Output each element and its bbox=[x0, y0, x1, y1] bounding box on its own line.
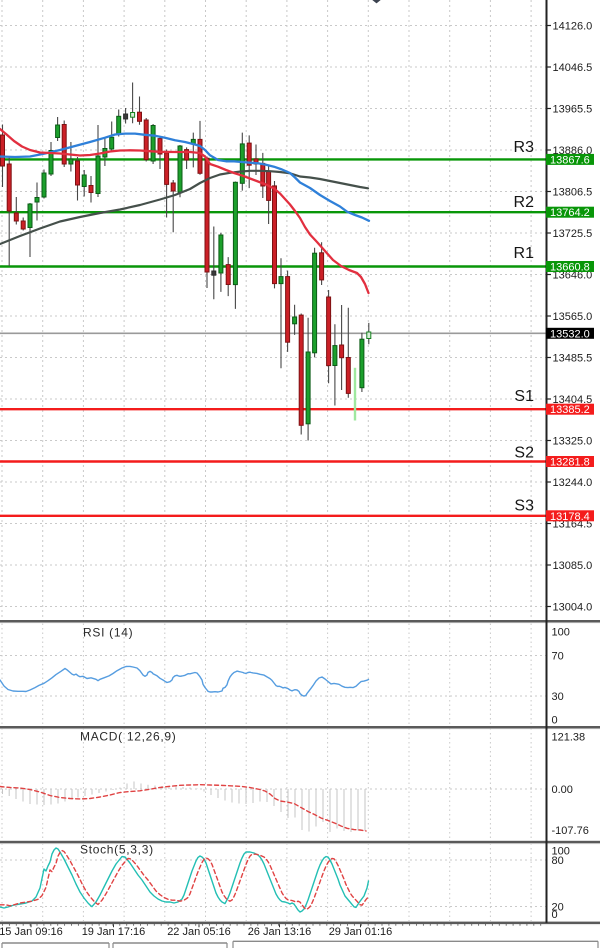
svg-text:RSI (14): RSI (14) bbox=[83, 626, 133, 640]
svg-text:20: 20 bbox=[552, 902, 564, 914]
svg-text:R3: R3 bbox=[514, 139, 535, 156]
svg-text:13965.5: 13965.5 bbox=[553, 104, 593, 116]
svg-text:0: 0 bbox=[552, 715, 558, 727]
svg-text:13178.4: 13178.4 bbox=[550, 511, 590, 523]
svg-text:13532.0: 13532.0 bbox=[550, 328, 590, 340]
svg-text:S3: S3 bbox=[514, 498, 534, 515]
svg-text:19 Jan 17:16: 19 Jan 17:16 bbox=[82, 926, 146, 938]
svg-text:13281.8: 13281.8 bbox=[550, 457, 590, 469]
svg-text:100: 100 bbox=[552, 846, 570, 858]
svg-text:13646.0: 13646.0 bbox=[553, 270, 593, 282]
svg-text:13565.0: 13565.0 bbox=[553, 311, 593, 323]
svg-text:13404.5: 13404.5 bbox=[553, 394, 593, 406]
svg-text:0.00: 0.00 bbox=[552, 784, 573, 796]
svg-text:22 Jan 05:16: 22 Jan 05:16 bbox=[167, 926, 231, 938]
svg-text:13385.2: 13385.2 bbox=[550, 404, 590, 416]
svg-text:13806.5: 13806.5 bbox=[553, 187, 593, 199]
svg-text:13867.6: 13867.6 bbox=[550, 154, 590, 166]
svg-text:100: 100 bbox=[552, 627, 570, 639]
svg-text:MACD( 12,26,9): MACD( 12,26,9) bbox=[80, 730, 177, 744]
svg-text:13244.0: 13244.0 bbox=[553, 477, 593, 489]
svg-text:80: 80 bbox=[552, 855, 564, 867]
svg-text:-107.76: -107.76 bbox=[552, 825, 589, 837]
svg-text:13085.0: 13085.0 bbox=[553, 560, 593, 572]
svg-text:13660.8: 13660.8 bbox=[550, 262, 590, 274]
svg-text:R2: R2 bbox=[514, 194, 535, 211]
svg-text:15 Jan 09:16: 15 Jan 09:16 bbox=[0, 926, 63, 938]
svg-text:70: 70 bbox=[552, 651, 564, 663]
svg-text:13004.0: 13004.0 bbox=[553, 602, 593, 614]
svg-text:29 Jan 01:16: 29 Jan 01:16 bbox=[329, 926, 393, 938]
svg-text:0: 0 bbox=[552, 909, 558, 921]
svg-text:14046.5: 14046.5 bbox=[553, 62, 593, 74]
svg-text:121.38: 121.38 bbox=[552, 732, 586, 744]
svg-text:Stoch(5,3,3): Stoch(5,3,3) bbox=[80, 843, 154, 857]
svg-text:30: 30 bbox=[552, 691, 564, 703]
svg-text:S2: S2 bbox=[514, 445, 534, 462]
svg-text:13325.0: 13325.0 bbox=[553, 436, 593, 448]
svg-text:13725.5: 13725.5 bbox=[553, 228, 593, 240]
svg-text:13764.2: 13764.2 bbox=[550, 207, 590, 219]
svg-text:26 Jan 13:16: 26 Jan 13:16 bbox=[248, 926, 312, 938]
svg-text:13485.5: 13485.5 bbox=[553, 353, 593, 365]
svg-text:R1: R1 bbox=[514, 245, 535, 262]
svg-text:S1: S1 bbox=[514, 388, 534, 405]
svg-text:13164.5: 13164.5 bbox=[553, 519, 593, 531]
svg-text:14126.0: 14126.0 bbox=[553, 21, 593, 33]
